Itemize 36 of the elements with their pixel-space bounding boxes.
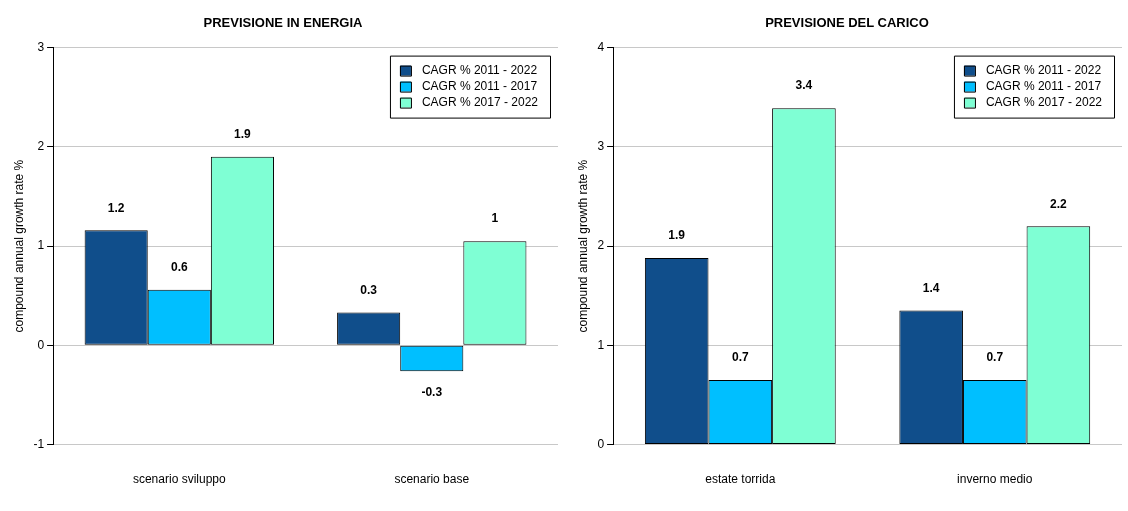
data-label: 0.6 — [170, 260, 188, 275]
legend-label: CAGR % 2011 - 2017 — [421, 78, 538, 93]
x-tick-label: inverno medio — [957, 472, 1033, 487]
y-tick-label: 3 — [37, 39, 45, 54]
legend-label: CAGR % 2011 - 2017 — [985, 78, 1102, 93]
legend-label: CAGR % 2017 - 2022 — [421, 94, 539, 109]
x-tick-label: scenario base — [394, 472, 470, 487]
data-label: 1.2 — [107, 200, 125, 215]
data-label: 2.2 — [1050, 196, 1068, 211]
y-tick-label: 0 — [37, 337, 45, 352]
chart-title: PREVISIONE IN ENERGIA — [203, 15, 364, 31]
y-tick-label: 1 — [597, 337, 605, 352]
data-label: 1.9 — [234, 127, 252, 142]
data-label: 1 — [491, 211, 499, 226]
x-tick-label: scenario sviluppo — [132, 472, 226, 487]
y-tick-label: -1 — [33, 436, 45, 451]
data-label: 0.3 — [360, 282, 378, 297]
y-axis-title: compound annual growth rate % — [11, 159, 26, 333]
x-tick-label: estate torrida — [705, 472, 776, 487]
legend-label: CAGR % 2011 - 2022 — [985, 62, 1102, 77]
chart-title: PREVISIONE DEL CARICO — [765, 15, 929, 31]
y-tick-label: 2 — [597, 238, 605, 253]
legend-label: CAGR % 2011 - 2022 — [421, 62, 538, 77]
y-tick-label: 4 — [597, 39, 605, 54]
y-tick-label: 3 — [597, 139, 605, 154]
data-label: -0.3 — [421, 385, 443, 400]
y-tick-label: 1 — [37, 238, 45, 253]
legend-label: CAGR % 2017 - 2022 — [985, 94, 1103, 109]
data-label: 3.4 — [795, 78, 813, 93]
y-tick-label: 0 — [597, 436, 605, 451]
y-axis-title: compound annual growth rate % — [575, 159, 590, 333]
data-label: 1.4 — [922, 280, 940, 295]
data-label: 0.7 — [731, 350, 749, 365]
data-label: 1.9 — [668, 228, 686, 243]
data-label: 0.7 — [986, 350, 1004, 365]
y-tick-label: 2 — [37, 139, 45, 154]
